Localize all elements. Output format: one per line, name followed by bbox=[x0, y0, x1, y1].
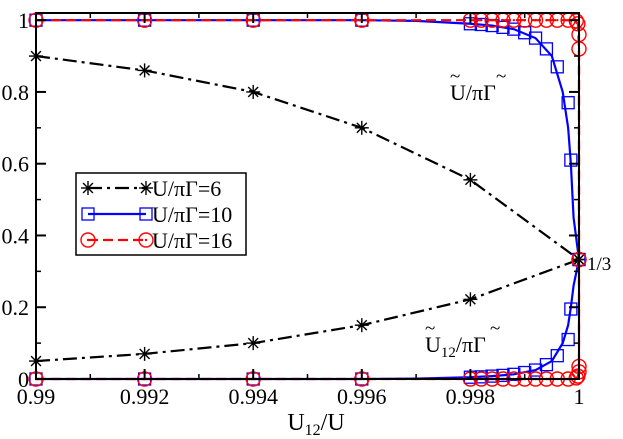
series-2-marker bbox=[550, 60, 564, 74]
annotation-lower-curve: ~ ~ U12/πΓ bbox=[425, 318, 500, 361]
x-axis-label-sub: 12 bbox=[305, 422, 321, 439]
annotation-third: 1/3 bbox=[587, 254, 611, 275]
annotation-lower-curve-main: U bbox=[425, 332, 441, 357]
x-tick-label: 0.992 bbox=[120, 384, 170, 409]
annotation-lower-curve-tilde-2: ~ bbox=[490, 318, 500, 339]
legend-label: U/πΓ=10 bbox=[152, 202, 232, 227]
y-tick-label: 0 bbox=[18, 367, 29, 392]
y-tick-label: 0.8 bbox=[2, 80, 30, 105]
series-1-marker bbox=[354, 120, 369, 135]
series-2-marker bbox=[550, 349, 564, 363]
series-2-marker bbox=[561, 96, 575, 110]
svg-text:U/πΓ: U/πΓ bbox=[450, 80, 496, 105]
series-2-marker bbox=[539, 42, 554, 56]
x-axis-label-main: U bbox=[287, 410, 304, 436]
svg-text:U12/πΓ: U12/πΓ bbox=[425, 332, 486, 361]
legend-label: U/πΓ=16 bbox=[152, 228, 232, 253]
x-tick-label: 0.99 bbox=[17, 384, 56, 409]
series-1-marker bbox=[463, 172, 478, 187]
y-tick-label: 1 bbox=[18, 8, 29, 33]
annotation-lower-curve-sub: 12 bbox=[441, 345, 456, 361]
legend-marker bbox=[81, 181, 95, 195]
series-2-marker bbox=[564, 153, 578, 167]
series-1-marker bbox=[463, 292, 478, 307]
y-tick-label: 0.2 bbox=[2, 295, 30, 320]
ticks-layer: 0.99 0.992 0.994 0.996 0.998 1 0 0.2 0.4 0.6 0.8 1 bbox=[2, 8, 585, 409]
x-tick-label: 0.994 bbox=[228, 384, 278, 409]
series-1-upper-line bbox=[35, 54, 580, 261]
annotation-upper-curve: ~ ~ U/πΓ bbox=[450, 66, 506, 105]
series-2-upper-line bbox=[36, 19, 581, 260]
legend-marker bbox=[139, 181, 153, 195]
x-tick-label: 0.996 bbox=[337, 384, 387, 409]
legend: U/πΓ=6U/πΓ=10U/πΓ=16 bbox=[75, 172, 247, 256]
series-1-lower-line bbox=[35, 258, 580, 363]
series-2-marker bbox=[507, 22, 521, 36]
legend-marker bbox=[81, 207, 95, 221]
series-1-marker bbox=[246, 336, 261, 351]
series-1-marker bbox=[246, 84, 261, 99]
legend-marker bbox=[139, 207, 153, 221]
x-tick-label: 1 bbox=[574, 384, 585, 409]
legend-label: U/πΓ=6 bbox=[152, 176, 221, 201]
legend-items: U/πΓ=6U/πΓ=10U/πΓ=16 bbox=[80, 176, 232, 253]
annotation-lower-curve-rest: /πΓ bbox=[456, 332, 486, 357]
y-tick-label: 0.4 bbox=[2, 223, 30, 248]
annotation-lower-curve-tilde: ~ bbox=[425, 318, 435, 339]
x-axis-label: U12/U bbox=[287, 410, 344, 439]
series-1-marker bbox=[137, 346, 152, 361]
legend-marker bbox=[80, 232, 96, 248]
annotation-upper-curve-rest: /πΓ bbox=[466, 80, 496, 105]
series-2-marker bbox=[528, 31, 543, 45]
y-tick-label: 0.6 bbox=[2, 152, 30, 177]
x-axis-label-rest: /U bbox=[321, 410, 345, 436]
annotation-upper-curve-main: U bbox=[450, 80, 466, 105]
series-2-marker bbox=[561, 332, 575, 347]
series-1-marker bbox=[354, 318, 369, 333]
annotation-upper-curve-tilde-2: ~ bbox=[496, 66, 506, 87]
series-2-marker bbox=[564, 302, 578, 316]
legend-marker bbox=[138, 232, 154, 248]
series-1-marker bbox=[137, 63, 152, 78]
annotation-upper-curve-tilde: ~ bbox=[450, 66, 460, 87]
x-tick-label: 0.998 bbox=[446, 384, 496, 409]
series-2-marker bbox=[539, 357, 554, 372]
